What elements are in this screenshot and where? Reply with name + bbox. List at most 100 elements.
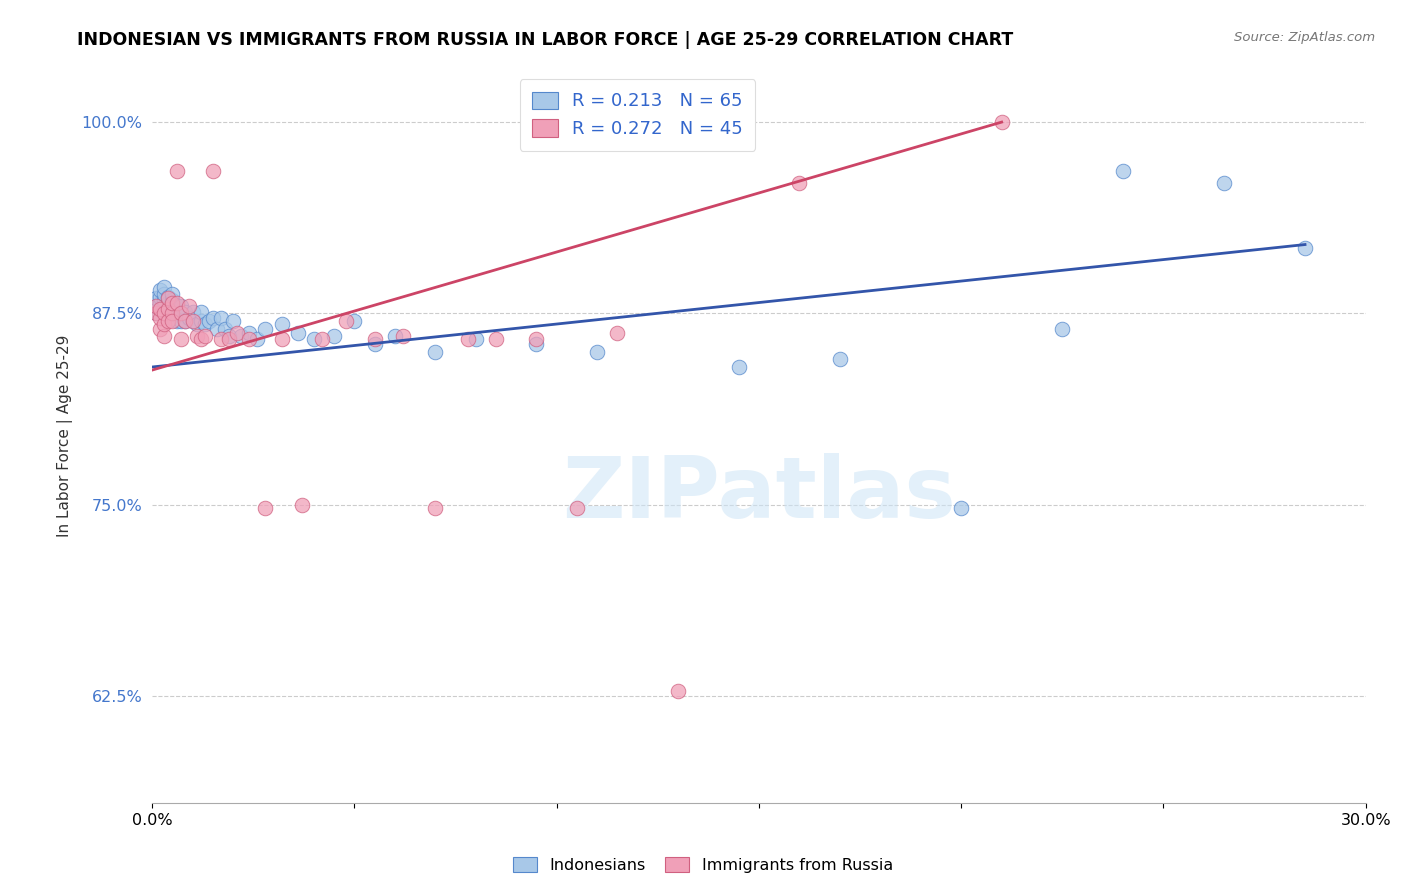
Point xyxy=(149,301,172,316)
Point xyxy=(238,333,260,347)
Point xyxy=(162,286,184,301)
Point xyxy=(162,299,184,313)
Point xyxy=(201,311,224,326)
Point xyxy=(214,322,236,336)
Point xyxy=(485,333,508,347)
Point xyxy=(231,329,253,343)
Point xyxy=(145,306,167,320)
Point xyxy=(166,299,188,313)
Point xyxy=(1112,164,1135,178)
Point xyxy=(145,306,167,320)
Point xyxy=(565,500,588,515)
Point xyxy=(425,500,447,515)
Point xyxy=(173,314,195,328)
Point xyxy=(181,305,204,319)
Point xyxy=(173,314,195,328)
Point xyxy=(162,311,184,326)
Point xyxy=(209,311,232,326)
Point xyxy=(194,329,217,343)
Point xyxy=(287,326,309,341)
Point xyxy=(254,500,277,515)
Text: INDONESIAN VS IMMIGRANTS FROM RUSSIA IN LABOR FORCE | AGE 25-29 CORRELATION CHAR: INDONESIAN VS IMMIGRANTS FROM RUSSIA IN … xyxy=(77,31,1014,49)
Point xyxy=(149,295,172,310)
Point xyxy=(166,306,188,320)
Point xyxy=(291,498,314,512)
Point xyxy=(145,291,167,305)
Point xyxy=(145,299,167,313)
Point xyxy=(153,286,176,301)
Point xyxy=(209,333,232,347)
Point xyxy=(153,317,176,331)
Point xyxy=(789,177,811,191)
Point xyxy=(950,500,973,515)
Point xyxy=(190,305,212,319)
Point xyxy=(198,314,221,328)
Point xyxy=(270,333,292,347)
Point xyxy=(384,329,406,343)
Point xyxy=(222,314,245,328)
Point xyxy=(149,289,172,303)
Point xyxy=(162,295,184,310)
Point xyxy=(464,333,486,347)
Point xyxy=(1294,241,1316,255)
Point xyxy=(226,326,249,341)
Point xyxy=(169,299,191,313)
Point xyxy=(392,329,415,343)
Point xyxy=(218,333,240,347)
Point xyxy=(169,306,191,320)
Point xyxy=(323,329,346,343)
Point xyxy=(666,684,689,698)
Point xyxy=(201,164,224,178)
Text: Source: ZipAtlas.com: Source: ZipAtlas.com xyxy=(1234,31,1375,45)
Point xyxy=(153,306,176,320)
Point xyxy=(157,291,180,305)
Point xyxy=(153,299,176,313)
Point xyxy=(157,301,180,316)
Point xyxy=(162,293,184,307)
Point xyxy=(153,305,176,319)
Point xyxy=(169,306,191,320)
Point xyxy=(335,314,357,328)
Point xyxy=(190,314,212,328)
Point xyxy=(238,326,260,341)
Y-axis label: In Labor Force | Age 25-29: In Labor Force | Age 25-29 xyxy=(58,334,73,537)
Text: ZIPatlas: ZIPatlas xyxy=(562,453,956,536)
Point xyxy=(205,322,228,336)
Point xyxy=(194,317,217,331)
Point xyxy=(526,337,548,351)
Point xyxy=(1213,177,1236,191)
Point xyxy=(157,314,180,328)
Point xyxy=(149,301,172,316)
Point xyxy=(270,317,292,331)
Point xyxy=(153,329,176,343)
Point xyxy=(173,305,195,319)
Point xyxy=(162,314,184,328)
Point xyxy=(425,344,447,359)
Point xyxy=(364,337,387,351)
Point xyxy=(166,295,188,310)
Point xyxy=(990,115,1012,129)
Point xyxy=(162,306,184,320)
Point xyxy=(177,311,200,326)
Point xyxy=(343,314,366,328)
Point xyxy=(145,299,167,313)
Point xyxy=(157,295,180,310)
Point xyxy=(586,344,609,359)
Point xyxy=(169,314,191,328)
Point xyxy=(153,293,176,307)
Point xyxy=(157,289,180,303)
Point xyxy=(606,326,628,341)
Point xyxy=(186,317,208,331)
Point xyxy=(246,333,269,347)
Point xyxy=(302,333,325,347)
Point xyxy=(828,352,851,367)
Point xyxy=(157,301,180,316)
Point xyxy=(166,314,188,328)
Point xyxy=(181,314,204,328)
Legend: R = 0.213   N = 65, R = 0.272   N = 45: R = 0.213 N = 65, R = 0.272 N = 45 xyxy=(520,79,755,151)
Point xyxy=(181,314,204,328)
Point xyxy=(162,305,184,319)
Point xyxy=(457,333,479,347)
Point xyxy=(149,322,172,336)
Point xyxy=(157,308,180,322)
